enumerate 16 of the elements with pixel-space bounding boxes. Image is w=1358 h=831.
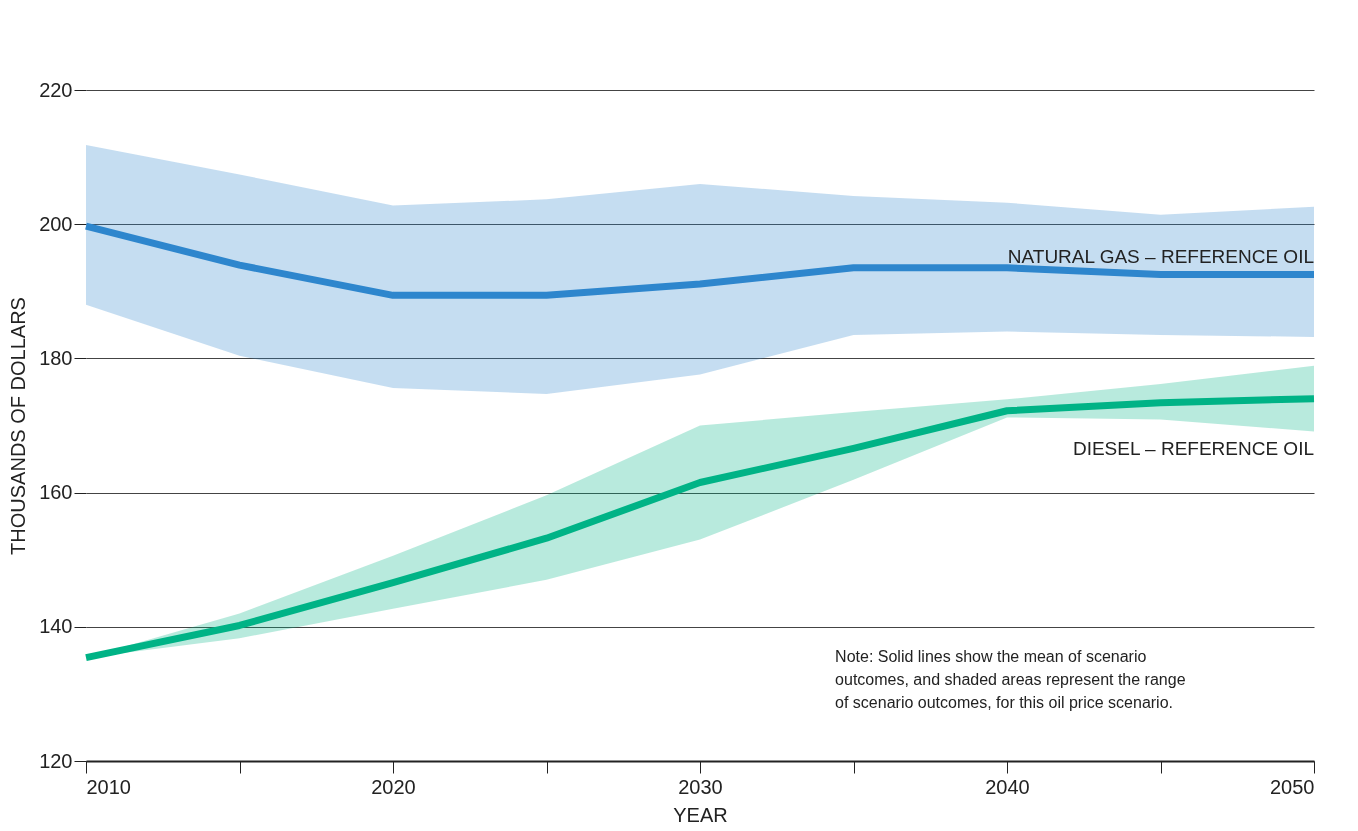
- y-tick-label: 140: [39, 615, 73, 638]
- x-tick-label: 2010: [86, 775, 131, 798]
- y-tick-label: 220: [39, 78, 73, 101]
- x-tick-label: 2030: [678, 775, 723, 798]
- x-tick-label: 2020: [371, 775, 416, 798]
- series-label: DIESEL – REFERENCE OIL: [1072, 437, 1314, 459]
- x-axis-title: YEAR: [673, 803, 728, 826]
- y-tick-label: 200: [39, 212, 73, 235]
- y-tick-label: 120: [39, 749, 73, 772]
- series-label: NATURAL GAS – REFERENCE OIL: [1007, 245, 1314, 267]
- annotation: Note: Solid lines show the mean of scenario outcomes, and shaded areas represent the range of scenario outcomes, for this oil price scenario.: [835, 648, 1186, 711]
- x-tick-label: 2040: [985, 775, 1030, 798]
- y-tick-label: 160: [39, 481, 73, 504]
- y-axis-title: THOUSANDS OF DOLLARS: [7, 297, 30, 555]
- y-tick-label: 180: [39, 346, 73, 369]
- x-tick-label: 2050: [1270, 775, 1315, 798]
